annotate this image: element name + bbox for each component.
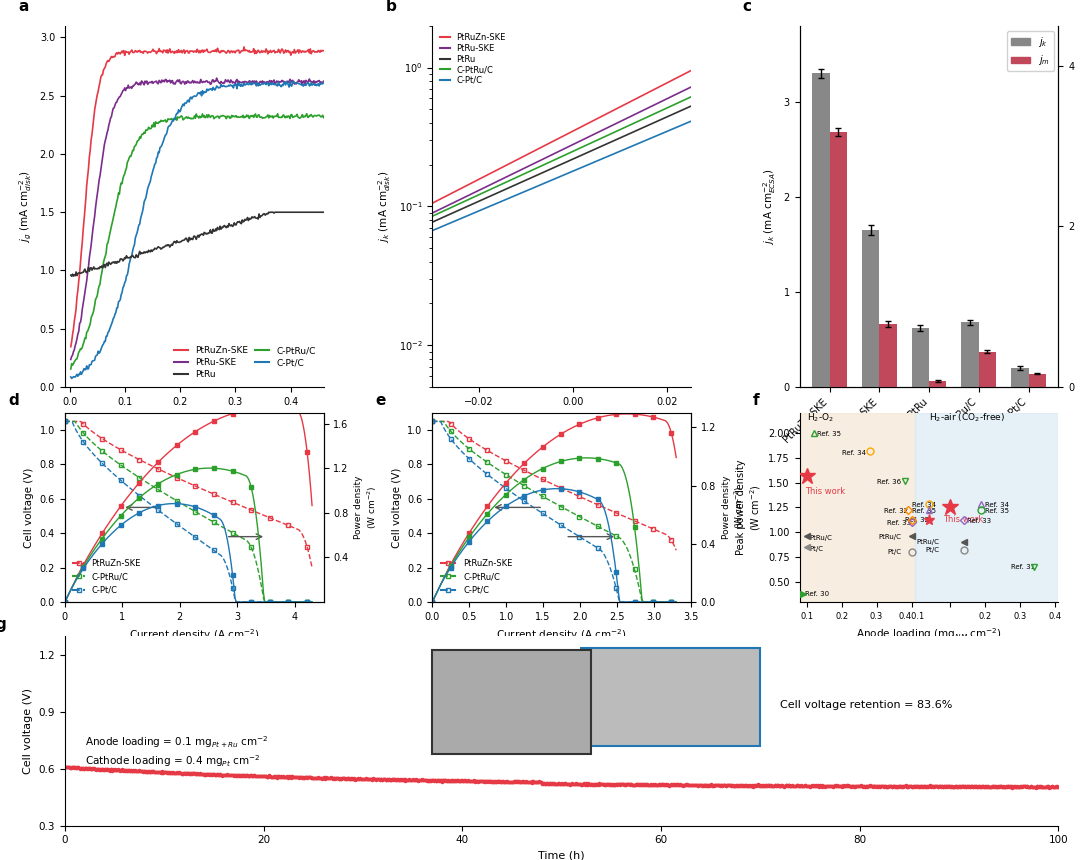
Bar — [799, 413, 915, 602]
Text: Ref. 35: Ref. 35 — [985, 508, 1009, 514]
X-axis label: Time (h): Time (h) — [538, 851, 585, 860]
Bar — [1028, 374, 1045, 387]
X-axis label: $E$ (V versus RHE): $E$ (V versus RHE) — [517, 412, 606, 426]
Bar — [581, 648, 760, 746]
Y-axis label: $j_k$ (mA cm$^{-2}_{ECSA}$): $j_k$ (mA cm$^{-2}_{ECSA}$) — [761, 168, 778, 245]
Y-axis label: Power density
(W cm$^{-2}$): Power density (W cm$^{-2}$) — [354, 476, 379, 539]
Text: b: b — [386, 0, 396, 15]
Text: Ref. 30: Ref. 30 — [805, 591, 829, 597]
Bar — [961, 322, 978, 387]
Y-axis label: Cell voltage (V): Cell voltage (V) — [392, 467, 402, 548]
Bar — [1011, 368, 1028, 387]
Legend: PtRuZn-SKE, C-PtRu/C, C-Pt/C: PtRuZn-SKE, C-PtRu/C, C-Pt/C — [436, 556, 516, 598]
Text: This work: This work — [805, 488, 845, 496]
Text: Anode loading = 0.1 mg$_{Pt+Ru}$ cm$^{-2}$: Anode loading = 0.1 mg$_{Pt+Ru}$ cm$^{-2… — [84, 734, 268, 750]
Text: Pt/C: Pt/C — [809, 546, 823, 552]
Text: Ref. 34: Ref. 34 — [985, 502, 1009, 508]
Bar — [879, 324, 896, 387]
Text: H$_2$-air (CO$_2$-free): H$_2$-air (CO$_2$-free) — [929, 412, 1005, 424]
X-axis label: Current density (A cm$^{-2}$): Current density (A cm$^{-2}$) — [497, 627, 626, 643]
Legend: PtRuZn-SKE, C-PtRu/C, C-Pt/C: PtRuZn-SKE, C-PtRu/C, C-Pt/C — [69, 556, 144, 598]
Bar — [915, 413, 1058, 602]
Text: This work: This work — [943, 515, 983, 525]
Text: Ref. 35: Ref. 35 — [912, 508, 935, 514]
X-axis label: Anode loading (mg$_{NM}$ cm$^{-2}$): Anode loading (mg$_{NM}$ cm$^{-2}$) — [856, 626, 1002, 642]
Text: d: d — [8, 393, 18, 408]
Text: Ref. 34: Ref. 34 — [841, 450, 865, 456]
X-axis label: $E$ (V versus RHE): $E$ (V versus RHE) — [150, 412, 239, 426]
Text: e: e — [376, 393, 386, 408]
Text: Ref. 32: Ref. 32 — [883, 508, 907, 514]
Text: H$_2$-O$_2$: H$_2$-O$_2$ — [807, 412, 834, 424]
Text: c: c — [743, 0, 752, 15]
Y-axis label: $j_k$ (mA cm$^{-2}_{disk}$): $j_k$ (mA cm$^{-2}_{disk}$) — [376, 170, 393, 243]
Legend: $j_k$, $j_m$: $j_k$, $j_m$ — [1007, 31, 1053, 71]
Text: Cathode loading = 0.4 mg$_{Pt}$ cm$^{-2}$: Cathode loading = 0.4 mg$_{Pt}$ cm$^{-2}… — [84, 753, 260, 769]
Text: Cell voltage retention = 83.6%: Cell voltage retention = 83.6% — [780, 700, 953, 710]
Legend: PtRuZn-SKE, PtRu-SKE, PtRu, C-PtRu/C, C-Pt/C: PtRuZn-SKE, PtRu-SKE, PtRu, C-PtRu/C, C-… — [171, 343, 319, 383]
Text: PtRu/C: PtRu/C — [878, 534, 901, 540]
Y-axis label: Peak power density
(W cm$^{-2}$): Peak power density (W cm$^{-2}$) — [735, 459, 762, 556]
Bar — [862, 230, 879, 387]
Text: Ref. 35: Ref. 35 — [818, 431, 841, 437]
Bar — [929, 381, 946, 387]
Legend: PtRuZn-SKE, PtRu-SKE, PtRu, C-PtRu/C, C-Pt/C: PtRuZn-SKE, PtRu-SKE, PtRu, C-PtRu/C, C-… — [436, 30, 509, 89]
Bar — [432, 649, 592, 753]
Y-axis label: Cell voltage (V): Cell voltage (V) — [23, 688, 32, 774]
Y-axis label: Power density
(W cm$^{-2}$): Power density (W cm$^{-2}$) — [721, 476, 746, 539]
Text: Ref. 31: Ref. 31 — [1011, 564, 1036, 570]
Bar — [812, 73, 829, 387]
X-axis label: Current density (A cm$^{-2}$): Current density (A cm$^{-2}$) — [129, 627, 259, 643]
Text: PtRu/C: PtRu/C — [917, 539, 940, 545]
Text: Ref. 36: Ref. 36 — [877, 478, 901, 484]
Bar — [912, 328, 929, 387]
Y-axis label: $j_g$ (mA cm$^{-2}_{disk}$): $j_g$ (mA cm$^{-2}_{disk}$) — [17, 170, 35, 243]
Text: Ref. 32: Ref. 32 — [905, 518, 929, 524]
Text: Ref. 33: Ref. 33 — [968, 519, 991, 525]
Text: Ref. 34: Ref. 34 — [912, 502, 935, 508]
Text: a: a — [18, 0, 28, 15]
Text: f: f — [753, 393, 759, 408]
Text: g: g — [0, 617, 6, 632]
Text: Pt/C: Pt/C — [887, 550, 901, 556]
Bar — [829, 132, 847, 387]
Text: Pt/C: Pt/C — [926, 547, 940, 553]
Text: PtRu/C: PtRu/C — [809, 535, 833, 541]
Bar — [978, 352, 996, 387]
Y-axis label: Cell voltage (V): Cell voltage (V) — [24, 467, 35, 548]
Text: Ref. 33: Ref. 33 — [887, 520, 912, 526]
